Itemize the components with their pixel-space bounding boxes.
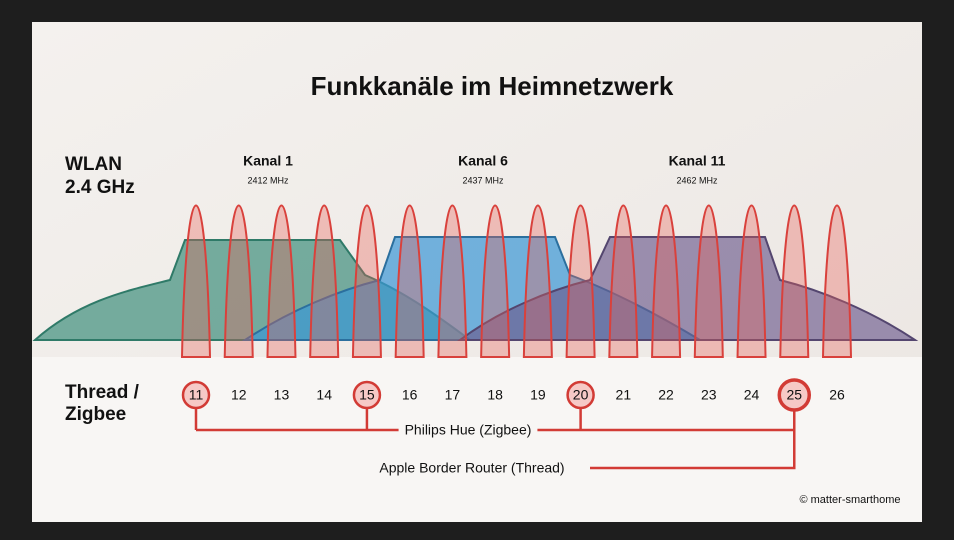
wlan-channel-name: Kanal 1	[243, 153, 293, 169]
label-bg	[373, 457, 571, 478]
channel-number: 20	[573, 387, 589, 403]
channel-number: 21	[616, 387, 632, 403]
channel-number: 18	[487, 387, 503, 403]
channel-number: 15	[359, 387, 375, 403]
channel-number: 19	[530, 387, 546, 403]
channel-circle	[566, 380, 595, 410]
connector	[590, 411, 796, 470]
spike	[651, 204, 682, 358]
spike	[309, 204, 340, 358]
label-bg	[398, 419, 538, 440]
spike	[693, 204, 724, 358]
spike	[608, 204, 639, 358]
connection-label: Apple Border Router (Thread)	[379, 460, 564, 476]
channel-number: 17	[445, 387, 461, 403]
wlan-channel-frequency: 2437 MHz	[462, 175, 504, 185]
credit: © matter-smarthome	[799, 494, 900, 506]
spike	[180, 204, 212, 358]
wlan-channel-frequency: 2462 MHz	[676, 175, 718, 185]
channel-circle	[777, 378, 812, 412]
channel-number: 13	[274, 387, 290, 403]
channel-number: 14	[316, 387, 332, 403]
spike	[736, 204, 767, 358]
spike	[351, 204, 382, 358]
spike	[480, 204, 511, 358]
wlan-label: WLAN	[65, 154, 122, 175]
channel-number: 26	[829, 387, 845, 403]
spike	[394, 204, 425, 358]
thread-label: Thread /	[65, 382, 140, 403]
wlan-channel-frequency: 2412 MHz	[247, 175, 289, 185]
channel-number: 25	[786, 387, 802, 403]
channel-number: 16	[402, 387, 418, 403]
spike	[522, 204, 553, 358]
thread-spikes	[180, 204, 853, 358]
wlan-channel-11-band	[456, 236, 919, 341]
spike	[437, 204, 468, 358]
channel-number: 24	[744, 387, 760, 403]
wlan-channel-name: Kanal 6	[458, 153, 508, 169]
wlan-channel-name: Kanal 11	[669, 153, 726, 169]
connection-label: Philips Hue (Zigbee)	[405, 422, 532, 438]
thread-label: Zigbee	[65, 404, 126, 425]
spike	[266, 204, 297, 358]
spike	[821, 204, 853, 358]
channel-number: 11	[189, 387, 204, 403]
channel-circle	[352, 380, 382, 410]
channel-number: 23	[701, 387, 717, 403]
title: Funkkanäle im Heimnetzwerk	[311, 71, 674, 101]
spike	[565, 204, 596, 358]
channel-circle	[181, 380, 211, 410]
wlan-label: 2.4 GHz	[65, 177, 135, 198]
spike	[223, 204, 254, 358]
channel-number: 12	[231, 387, 247, 403]
channel-number: 22	[658, 387, 674, 403]
spike	[779, 204, 810, 358]
